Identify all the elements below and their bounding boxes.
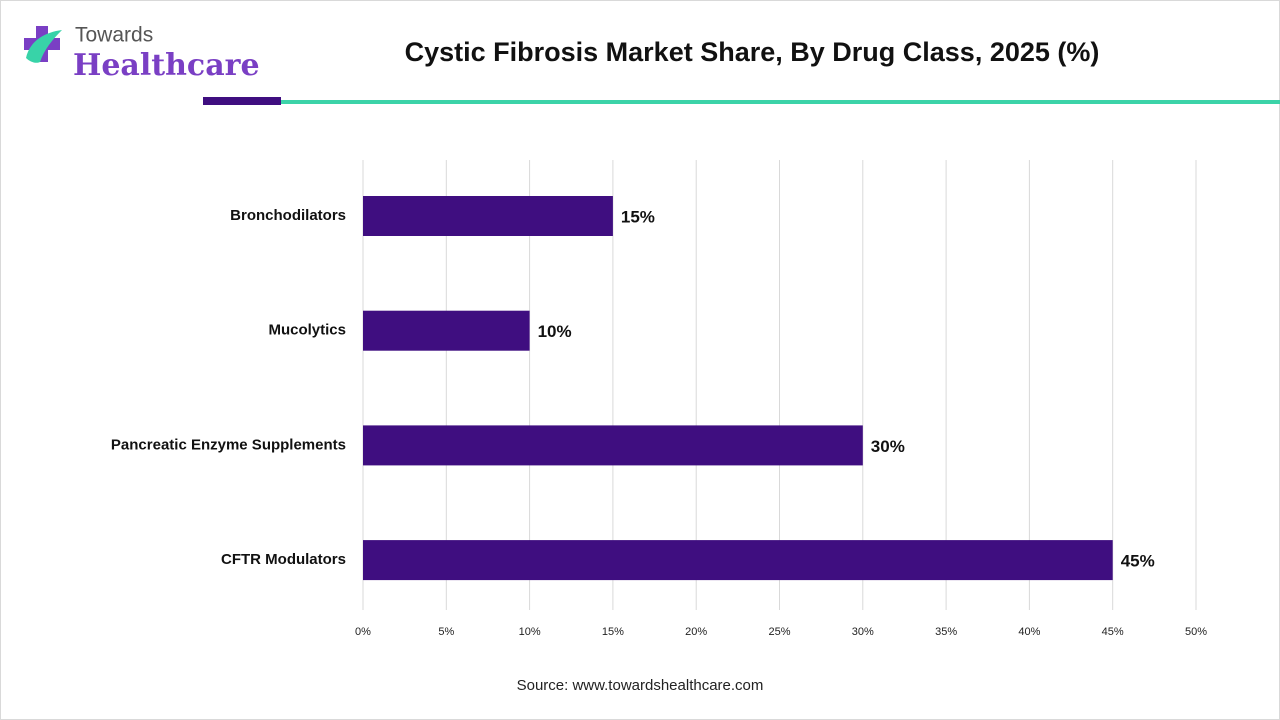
x-tick-label: 15% [602,626,624,638]
y-tick-label: Pancreatic Enzyme Supplements [111,436,346,453]
x-tick-label: 20% [685,626,707,638]
logo: Towards Healthcare [24,24,260,83]
x-tick-label: 10% [519,626,541,638]
x-tick-label: 50% [1185,626,1207,638]
x-tick-label: 35% [935,626,957,638]
value-label: 30% [871,437,905,456]
bar [363,310,530,351]
value-label: 10% [538,322,572,341]
chart-title: Cystic Fibrosis Market Share, By Drug Cl… [405,37,1100,67]
y-tick-label: CFTR Modulators [221,551,346,568]
x-tick-label: 30% [852,626,874,638]
x-tick-label: 40% [1018,626,1040,638]
header-rule [281,100,1280,104]
logo-line2: Healthcare [73,48,260,83]
bar [363,425,863,466]
bar [363,540,1113,581]
value-label: 15% [621,207,655,226]
header-accent [203,97,281,105]
x-tick-label: 25% [768,626,790,638]
y-tick-label: Mucolytics [268,322,346,339]
logo-line1: Towards [75,24,153,47]
x-tick-label: 45% [1102,626,1124,638]
value-label: 45% [1121,552,1155,571]
source: Source: www.towardshealthcare.com [517,677,764,694]
x-tick-label: 5% [438,626,454,638]
x-tick-label: 0% [355,626,371,638]
bar [363,196,613,236]
y-tick-label: Bronchodilators [230,207,346,224]
logo-leaf [26,30,62,63]
